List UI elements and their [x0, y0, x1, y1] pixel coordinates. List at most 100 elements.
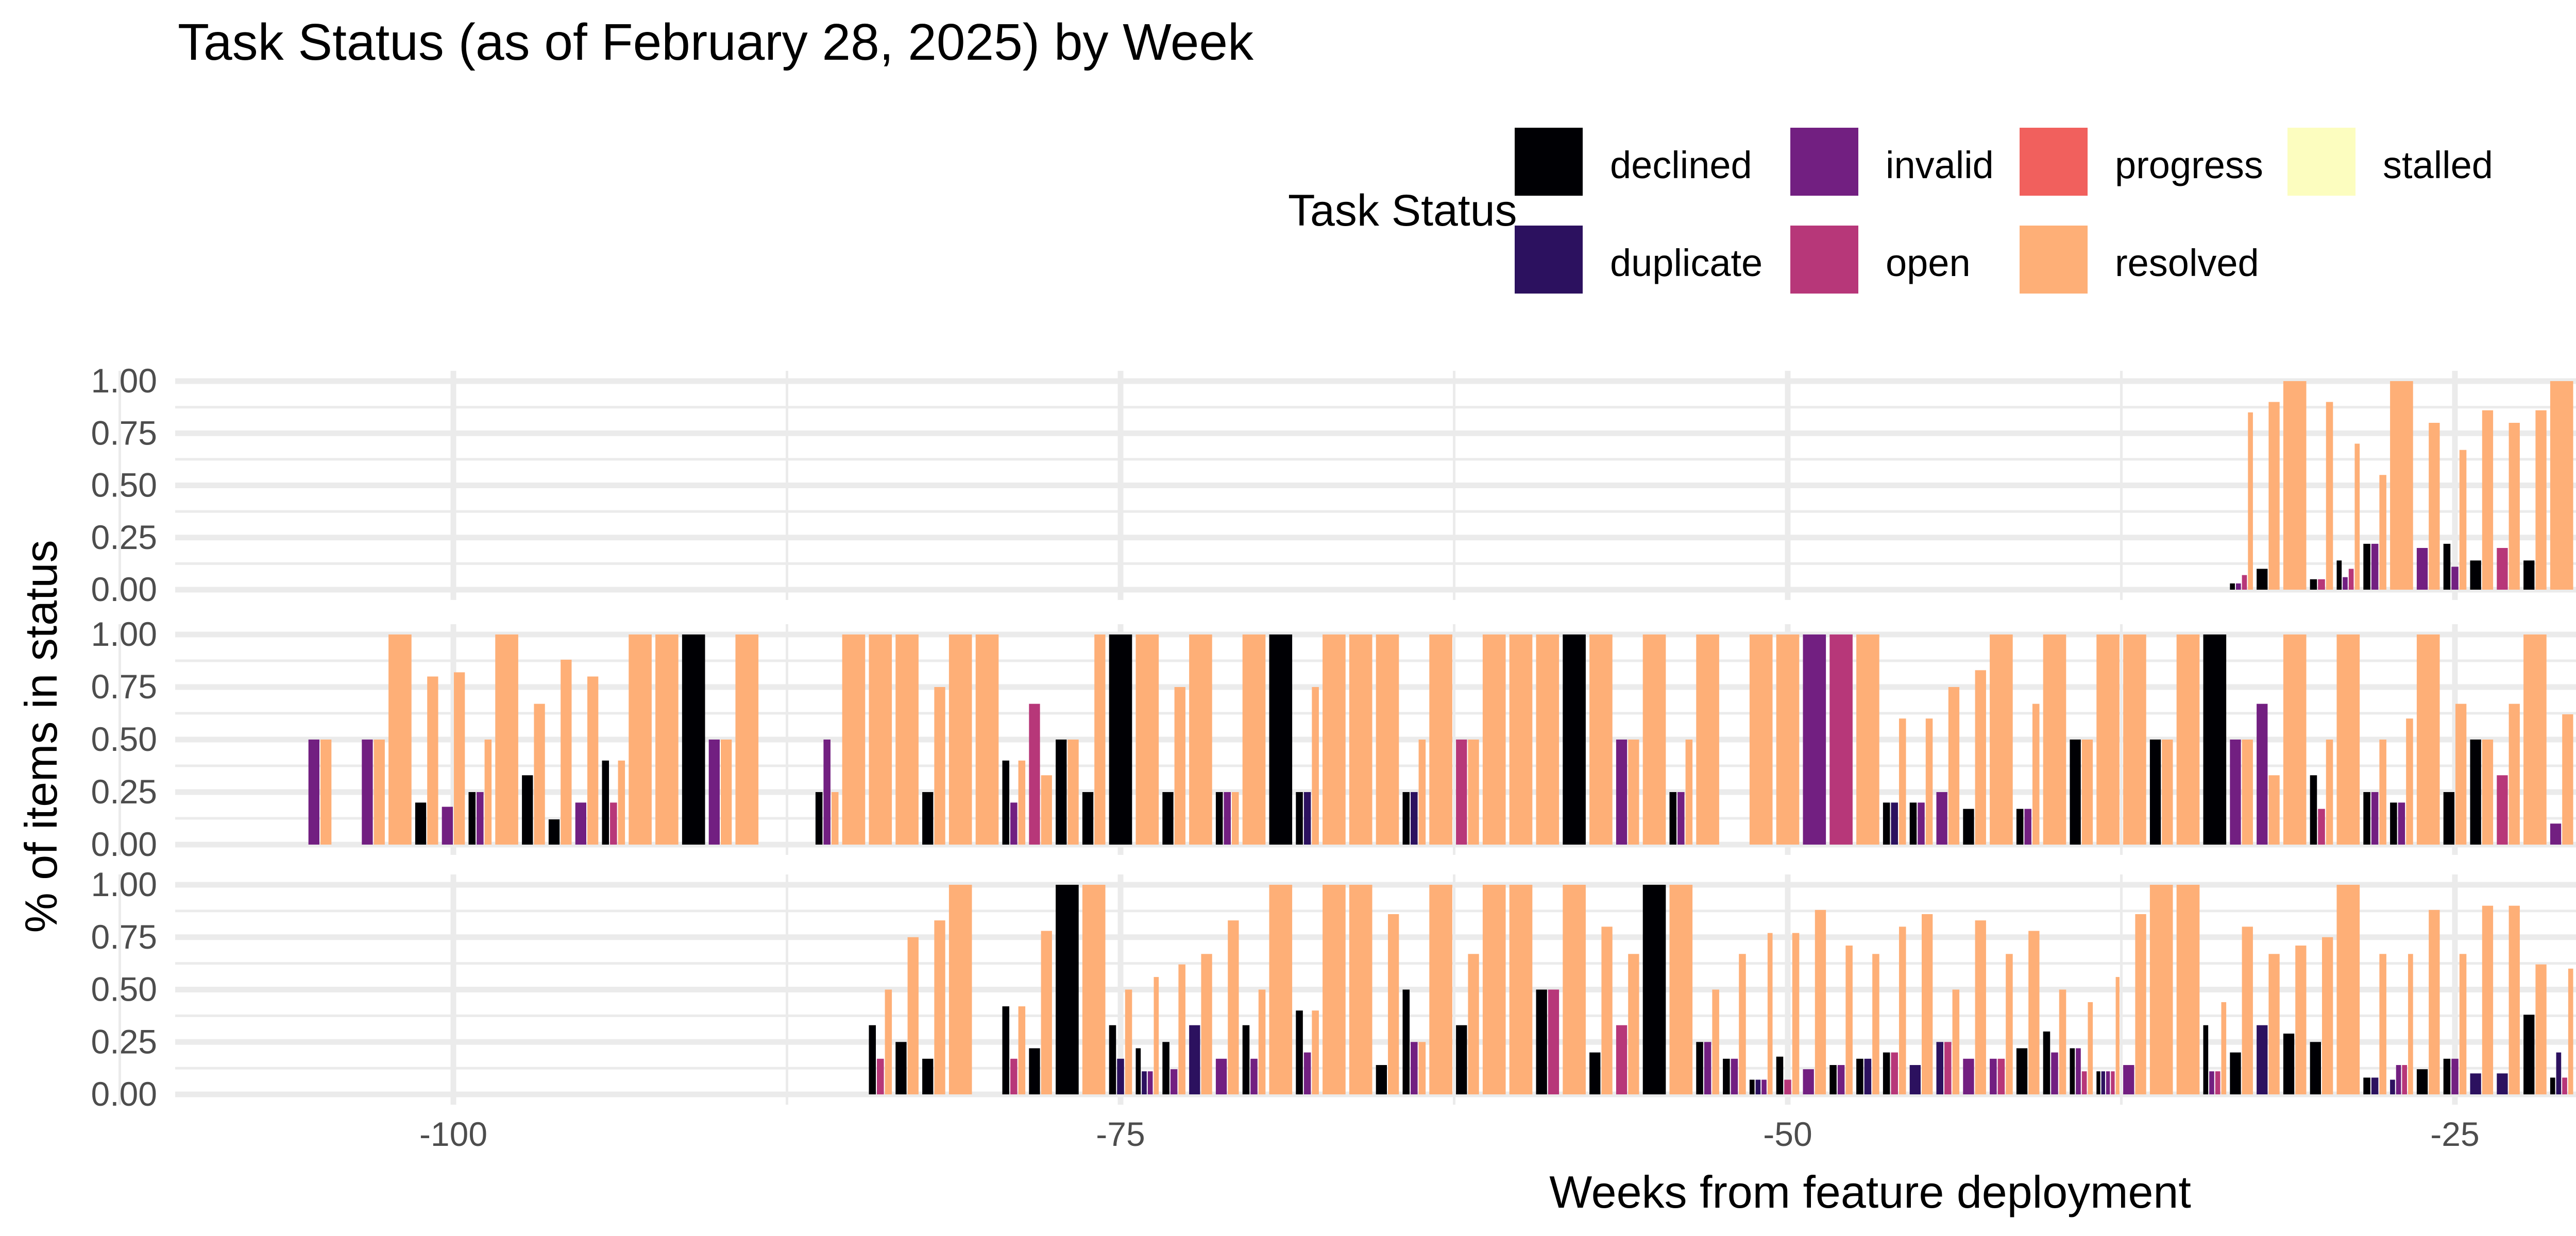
bar-HTTP-deprecation-w-46-resolved	[1899, 926, 1906, 1094]
bar-HTTPS-login-w-49-invalid	[1803, 634, 1826, 845]
bar-HTTPS-login-w-27-invalid	[2398, 802, 2405, 845]
bar-HTTPS-login-w-64-duplicate	[1411, 792, 1418, 845]
bar-VisualEditor-w-22-declined	[2523, 560, 2535, 590]
bar-VisualEditor-w-23-open	[2497, 548, 2508, 590]
bar-HTTP-deprecation-w-38-open	[2111, 1071, 2115, 1094]
bar-VisualEditor-w-24-resolved	[2482, 410, 2494, 590]
bar-HTTPS-login-w-103-invalid	[362, 740, 373, 845]
bar-HTTP-deprecation-w-55-declined	[1642, 885, 1666, 1094]
bar-HTTP-deprecation-w-68-resolved	[1312, 1010, 1319, 1094]
bar-HTTP-deprecation-w-21-declined	[2550, 1077, 2555, 1094]
bar-HTTPS-login-w-21-resolved	[2562, 714, 2573, 845]
bar-HTTP-deprecation-w-51-resolved	[1767, 933, 1773, 1094]
bar-HTTPS-login-w-27-resolved	[2406, 718, 2413, 845]
bar-HTTP-deprecation-w-64-resolved	[1418, 1042, 1426, 1094]
bar-HTTP-deprecation-w-78-declined	[1029, 1048, 1040, 1094]
bar-HTTP-deprecation-w-22-resolved	[2535, 964, 2547, 1094]
bar-HTTP-deprecation-w-73-invalid	[1170, 1069, 1178, 1094]
bar-HTTPS-login-w-28-resolved	[2379, 740, 2386, 845]
bar-HTTP-deprecation-w-61-resolved	[1482, 885, 1506, 1094]
bar-HTTP-deprecation-w-52-invalid	[1731, 1058, 1738, 1094]
y-tick-label: 0.25	[91, 772, 157, 811]
bar-HTTPS-login-w-40-resolved	[2043, 634, 2066, 845]
bar-HTTPS-login-w-46-declined	[1883, 802, 1890, 845]
bar-HTTP-deprecation-w-70-invalid	[1250, 1058, 1258, 1094]
legend-swatch-resolved	[2020, 226, 2088, 294]
bar-HTTPS-login-w-99-declined	[468, 792, 476, 845]
bar-HTTP-deprecation-w-36-resolved	[2149, 885, 2173, 1094]
bar-HTTPS-login-w-32-resolved	[2268, 775, 2280, 845]
bar-HTTP-deprecation-w-39-invalid	[2076, 1048, 2081, 1094]
bar-HTTP-deprecation-w-63-resolved	[1429, 885, 1452, 1094]
bar-HTTPS-login-w-82-resolved	[934, 687, 945, 845]
bar-VisualEditor-w-32-resolved	[2268, 402, 2280, 590]
bar-HTTPS-login-w-45-resolved	[1925, 718, 1933, 845]
y-tick-label: 0.75	[91, 918, 157, 956]
bar-VisualEditor-w-32-declined	[2257, 569, 2268, 590]
bar-HTTP-deprecation-w-58-resolved	[1563, 885, 1586, 1094]
bar-HTTPS-login-w-85-resolved	[842, 634, 866, 845]
bar-HTTP-deprecation-w-67-resolved	[1323, 885, 1346, 1094]
bar-HTTPS-login-w-94-resolved	[618, 760, 625, 845]
bar-HTTP-deprecation-w-25-invalid	[2451, 1058, 2459, 1094]
bar-HTTP-deprecation-w-56-open	[1616, 1025, 1628, 1094]
bar-HTTP-deprecation-w-44-resolved	[1952, 989, 1960, 1094]
bar-HTTPS-login-w-92-resolved	[655, 634, 679, 845]
bar-HTTPS-login-w-30-open	[2318, 809, 2325, 845]
bar-HTTP-deprecation-w-38-resolved	[2115, 977, 2120, 1094]
bar-HTTPS-login-w-68-declined	[1296, 792, 1303, 845]
bar-VisualEditor-w-33-open	[2242, 575, 2247, 590]
bar-HTTPS-login-w-37-resolved	[2123, 634, 2146, 845]
bar-HTTP-deprecation-w-69-resolved	[1269, 885, 1293, 1094]
bar-HTTP-deprecation-w-39-open	[2081, 1071, 2087, 1094]
bar-HTTP-deprecation-w-23-duplicate	[2497, 1073, 2508, 1094]
bar-HTTP-deprecation-w-68-invalid	[1303, 1052, 1311, 1094]
bar-HTTPS-login-w-23-resolved	[2509, 703, 2520, 845]
bar-HTTPS-login-w-90-invalid	[708, 740, 720, 845]
bar-HTTP-deprecation-w-74-duplicate	[1142, 1071, 1147, 1094]
bar-HTTPS-login-w-47-resolved	[1856, 634, 1879, 845]
bar-HTTPS-login-w-26-resolved	[2416, 634, 2440, 845]
bar-HTTPS-login-w-77-resolved	[1067, 740, 1079, 845]
bar-HTTPS-login-w-97-resolved	[534, 703, 545, 845]
bar-HTTPS-login-w-54-declined	[1669, 792, 1677, 845]
legend-swatch-declined	[1515, 128, 1583, 196]
bar-HTTP-deprecation-w-45-resolved	[1922, 914, 1933, 1094]
bar-HTTP-deprecation-w-33-resolved	[2242, 926, 2253, 1094]
bar-HTTPS-login-w-64-resolved	[1418, 740, 1426, 845]
bar-HTTPS-login-w-86-resolved	[831, 792, 839, 845]
bar-HTTPS-login-w-28-declined	[2363, 792, 2370, 845]
bar-HTTPS-login-w-25-resolved	[2455, 703, 2467, 845]
bar-HTTP-deprecation-w-71-resolved	[1228, 920, 1239, 1094]
bar-HTTPS-login-w-81-resolved	[948, 634, 972, 845]
bar-HTTPS-login-w-69-declined	[1269, 634, 1293, 845]
bar-HTTP-deprecation-w-52-declined	[1723, 1058, 1730, 1094]
bar-HTTP-deprecation-w-72-duplicate	[1189, 1025, 1200, 1094]
bar-HTTP-deprecation-w-28-declined	[2363, 1077, 2370, 1094]
bar-HTTP-deprecation-w-21-resolved	[2568, 968, 2573, 1094]
bar-HTTP-deprecation-w-22-declined	[2523, 1015, 2535, 1094]
bar-HTTPS-login-w-39-declined	[2070, 740, 2081, 845]
legend-swatch-duplicate	[1515, 226, 1583, 294]
bar-HTTPS-login-w-93-resolved	[629, 634, 652, 845]
bar-HTTP-deprecation-w-42-invalid	[1990, 1058, 1997, 1094]
bar-HTTPS-login-w-41-resolved	[2032, 703, 2040, 845]
bar-HTTP-deprecation-w-51-duplicate	[1755, 1079, 1761, 1094]
bar-HTTPS-login-w-61-resolved	[1482, 634, 1506, 845]
bar-HTTP-deprecation-w-41-resolved	[2028, 931, 2040, 1094]
bar-HTTPS-login-w-97-declined	[522, 775, 533, 845]
bar-VisualEditor-w-22-resolved	[2535, 410, 2547, 590]
bar-HTTPS-login-w-33-invalid	[2230, 740, 2241, 845]
bar-HTTP-deprecation-w-26-declined	[2416, 1069, 2428, 1094]
bar-HTTP-deprecation-w-68-declined	[1296, 1010, 1303, 1094]
legend-label-duplicate: duplicate	[1610, 242, 1763, 284]
bar-HTTP-deprecation-w-49-invalid	[1803, 1069, 1814, 1094]
bar-HTTP-deprecation-w-49-resolved	[1815, 909, 1826, 1094]
bar-HTTP-deprecation-w-75-duplicate	[1117, 1058, 1124, 1094]
bar-HTTPS-login-w-78-resolved	[1041, 775, 1052, 845]
y-tick-label: 0.00	[91, 825, 157, 863]
bar-VisualEditor-w-28-invalid	[2371, 543, 2379, 590]
bar-HTTPS-login-w-63-resolved	[1429, 634, 1452, 845]
bar-VisualEditor-w-30-resolved	[2326, 402, 2333, 590]
bar-VisualEditor-w-27-resolved	[2390, 381, 2413, 590]
